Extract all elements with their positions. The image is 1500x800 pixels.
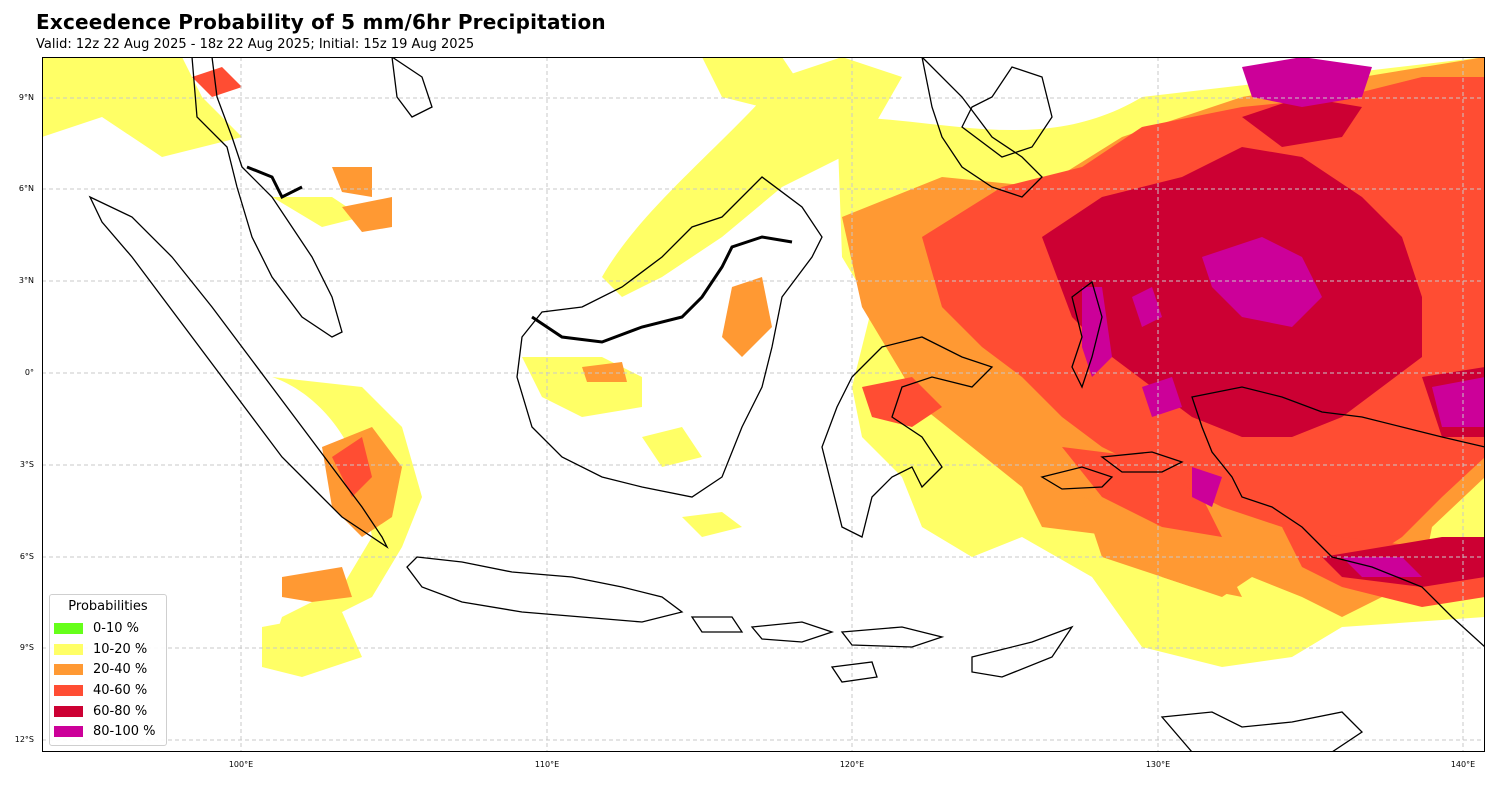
lat-label-3n: 3°N — [18, 276, 34, 285]
map-panel — [42, 57, 1485, 752]
legend-swatch — [54, 664, 83, 676]
legend-swatch — [54, 705, 83, 717]
lat-label-6n: 6°N — [18, 184, 34, 193]
lon-label-120e: 120°E — [839, 760, 865, 769]
graticule — [42, 57, 1485, 752]
legend-swatch — [54, 684, 83, 696]
legend-swatch — [54, 726, 83, 738]
map-title: Exceedence Probability of 5 mm/6hr Preci… — [36, 10, 606, 34]
legend-title: Probabilities — [68, 599, 148, 614]
lat-label-9n: 9°N — [18, 93, 34, 102]
legend: Probabilities 0-10 % 10-20 % 20-40 % 40-… — [49, 594, 167, 746]
legend-item: 60-80 % — [50, 701, 166, 722]
lat-label-6s: 6°S — [19, 552, 34, 561]
precipitation-probability-map — [42, 57, 1485, 752]
lon-label-110e: 110°E — [534, 760, 560, 769]
lon-label-130e: 130°E — [1145, 760, 1171, 769]
map-subtitle: Valid: 12z 22 Aug 2025 - 18z 22 Aug 2025… — [36, 37, 475, 52]
map-border — [42, 57, 1485, 752]
legend-label: 10-20 % — [93, 641, 148, 657]
legend-label: 60-80 % — [93, 703, 148, 719]
legend-swatch — [54, 622, 83, 634]
legend-label: 40-60 % — [93, 682, 148, 698]
lat-label-0: 0° — [24, 368, 34, 377]
legend-label: 0-10 % — [93, 620, 139, 636]
thai-malay-border — [246, 165, 303, 200]
legend-item: 40-60 % — [50, 680, 166, 701]
legend-label: 80-100 % — [93, 724, 156, 740]
probability-fields — [42, 57, 1485, 677]
legend-swatch — [54, 643, 83, 655]
lon-label-140e: 140°E — [1450, 760, 1476, 769]
legend-item: 20-40 % — [50, 659, 166, 680]
legend-item: 0-10 % — [50, 618, 166, 639]
legend-label: 20-40 % — [93, 662, 148, 678]
lat-label-3s: 3°S — [19, 460, 34, 469]
lat-label-9s: 9°S — [19, 643, 34, 652]
borneo-border — [531, 235, 793, 344]
legend-item: 80-100 % — [50, 721, 166, 742]
lat-label-12s: 12°S — [14, 735, 34, 744]
legend-item: 10-20 % — [50, 639, 166, 660]
lon-label-100e: 100°E — [228, 760, 254, 769]
coastlines — [88, 57, 1485, 752]
